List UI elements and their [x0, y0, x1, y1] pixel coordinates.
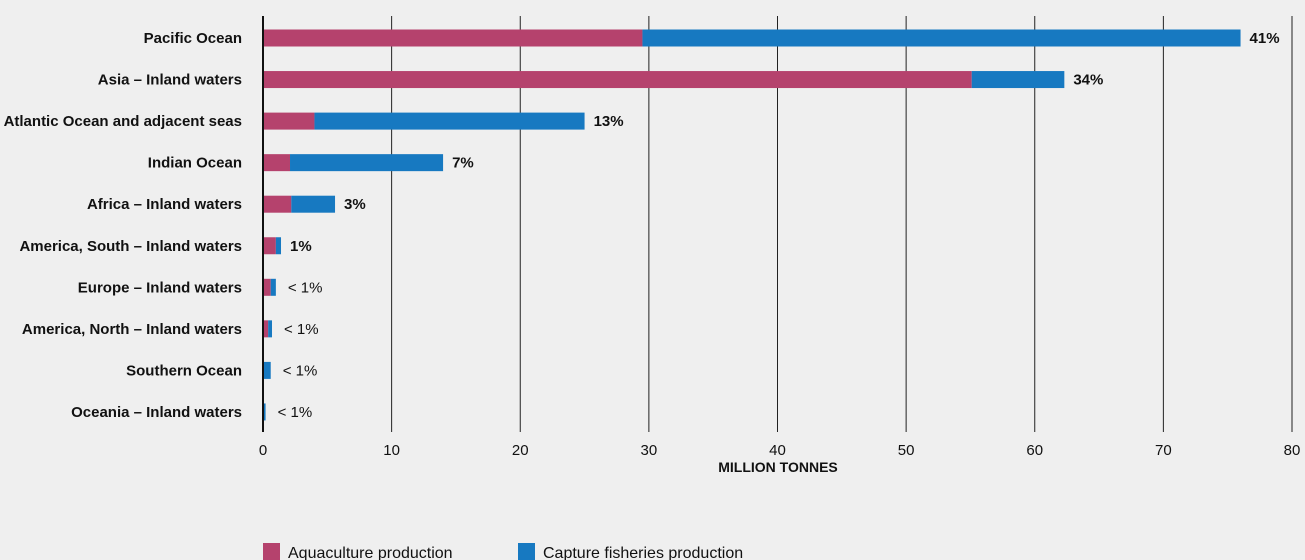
category-label: Southern Ocean [126, 362, 242, 379]
capture-bar [972, 71, 1065, 88]
x-tick-label-10: 10 [383, 442, 400, 459]
x-tick-labels: 0 10 20 30 40 50 60 70 80 [259, 442, 1301, 459]
aquaculture-bar [263, 113, 314, 130]
data-label: 7% [452, 155, 474, 172]
capture-bar [276, 237, 281, 254]
category-label: Africa – Inland waters [87, 196, 242, 213]
x-tick-label-70: 70 [1155, 442, 1172, 459]
data-label: 1% [290, 238, 312, 255]
aquaculture-bar [263, 196, 291, 213]
category-label: Indian Ocean [148, 155, 242, 172]
x-tick-label-40: 40 [769, 442, 786, 459]
aquaculture-bar [263, 71, 972, 88]
category-label: Oceania – Inland waters [71, 404, 242, 421]
capture-bar [268, 320, 272, 337]
legend-swatch [518, 543, 535, 560]
x-axis-title: MILLION TONNES [718, 459, 838, 475]
capture-bar [642, 30, 1240, 47]
x-tick-label-50: 50 [898, 442, 915, 459]
aquaculture-bar [263, 154, 290, 171]
data-label: 41% [1250, 30, 1280, 47]
legend: Aquaculture production Capture fisheries … [263, 543, 743, 560]
category-label: America, South – Inland waters [19, 238, 242, 255]
category-label: Europe – Inland waters [78, 279, 242, 296]
category-label: Pacific Ocean [144, 30, 242, 47]
data-label: 3% [344, 196, 366, 213]
capture-bar [290, 154, 443, 171]
data-label: < 1% [278, 404, 313, 421]
data-label: 34% [1073, 72, 1103, 89]
data-label: < 1% [283, 362, 318, 379]
capture-bar [271, 279, 276, 296]
data-label: < 1% [284, 321, 319, 338]
legend-swatch [263, 543, 280, 560]
x-tick-label-0: 0 [259, 442, 267, 459]
category-label: America, North – Inland waters [22, 321, 242, 338]
legend-label: Aquaculture production [288, 545, 453, 560]
data-label: 13% [594, 113, 624, 130]
x-tick-label-30: 30 [641, 442, 658, 459]
capture-bar [263, 362, 271, 379]
legend-label: Capture fisheries production [543, 545, 743, 560]
data-label: < 1% [288, 279, 323, 296]
category-label: Asia – Inland waters [98, 72, 242, 89]
capture-bar [314, 113, 584, 130]
data-labels: 41% 34% 13% 7% 3% 1% < 1% < 1% < 1% < 1% [278, 30, 1280, 421]
capture-bar [291, 196, 335, 213]
x-tick-label-80: 80 [1284, 442, 1301, 459]
aquaculture-bar [263, 30, 642, 47]
category-labels: Pacific Ocean Asia – Inland waters Atlanti… [4, 30, 242, 421]
category-label: Atlantic Ocean and adjacent seas [4, 113, 242, 130]
aquaculture-bar [263, 279, 271, 296]
aquaculture-bar [263, 237, 276, 254]
x-tick-label-20: 20 [512, 442, 529, 459]
x-tick-label-60: 60 [1026, 442, 1043, 459]
